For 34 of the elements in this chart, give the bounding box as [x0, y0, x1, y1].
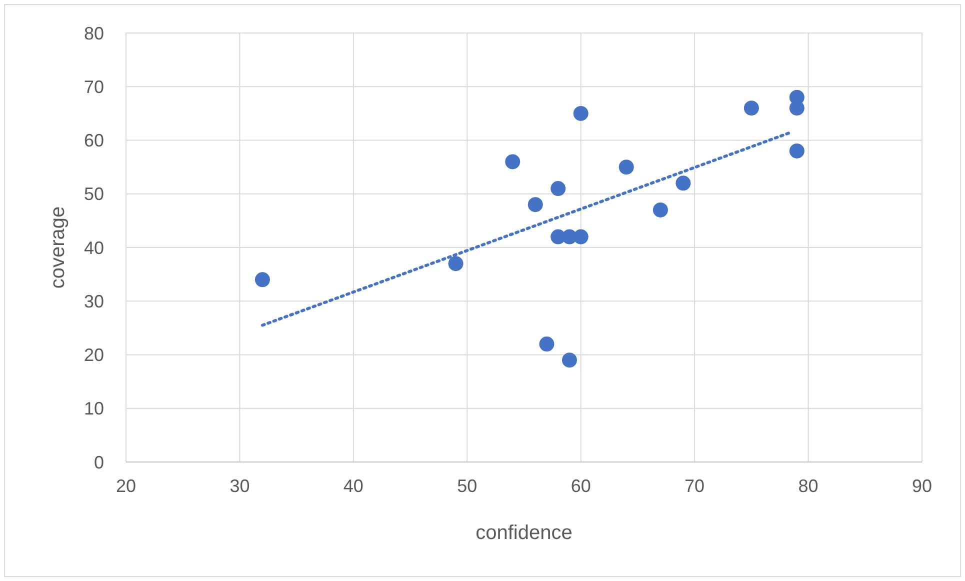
- point: [254, 272, 270, 288]
- x-tick-label: 50: [457, 476, 478, 496]
- y-tick-label: 10: [84, 398, 104, 419]
- x-tick-label: 40: [343, 476, 364, 496]
- point: [505, 154, 520, 170]
- point: [448, 256, 464, 272]
- y-tick-label: 40: [84, 238, 104, 258]
- x-tick-label: 80: [798, 476, 818, 496]
- point: [573, 106, 588, 121]
- point: [573, 229, 588, 244]
- x-tick-label: 30: [230, 476, 250, 496]
- y-tick-label: 0: [94, 452, 104, 472]
- x-axis-title: confidence: [476, 522, 572, 544]
- point: [528, 197, 543, 212]
- point: [562, 352, 577, 368]
- x-tick-label: 60: [570, 476, 591, 496]
- point: [539, 336, 554, 352]
- x-tick-label: 70: [684, 476, 705, 496]
- point: [550, 181, 566, 196]
- y-tick-label: 80: [84, 23, 104, 44]
- y-tick-label: 60: [84, 130, 104, 151]
- y-axis-title: coverage: [47, 206, 69, 289]
- x-tick-label: 20: [116, 476, 136, 496]
- y-tick-label: 30: [84, 291, 104, 312]
- point: [744, 100, 759, 116]
- y-tick-label: 50: [84, 184, 104, 204]
- y-tick-label: 20: [84, 345, 104, 366]
- point: [789, 100, 804, 116]
- point: [676, 176, 691, 191]
- point: [789, 143, 804, 158]
- point: [652, 202, 668, 218]
- y-tick-label: 70: [84, 76, 104, 97]
- x-tick-label: 90: [912, 476, 932, 496]
- point: [618, 160, 634, 175]
